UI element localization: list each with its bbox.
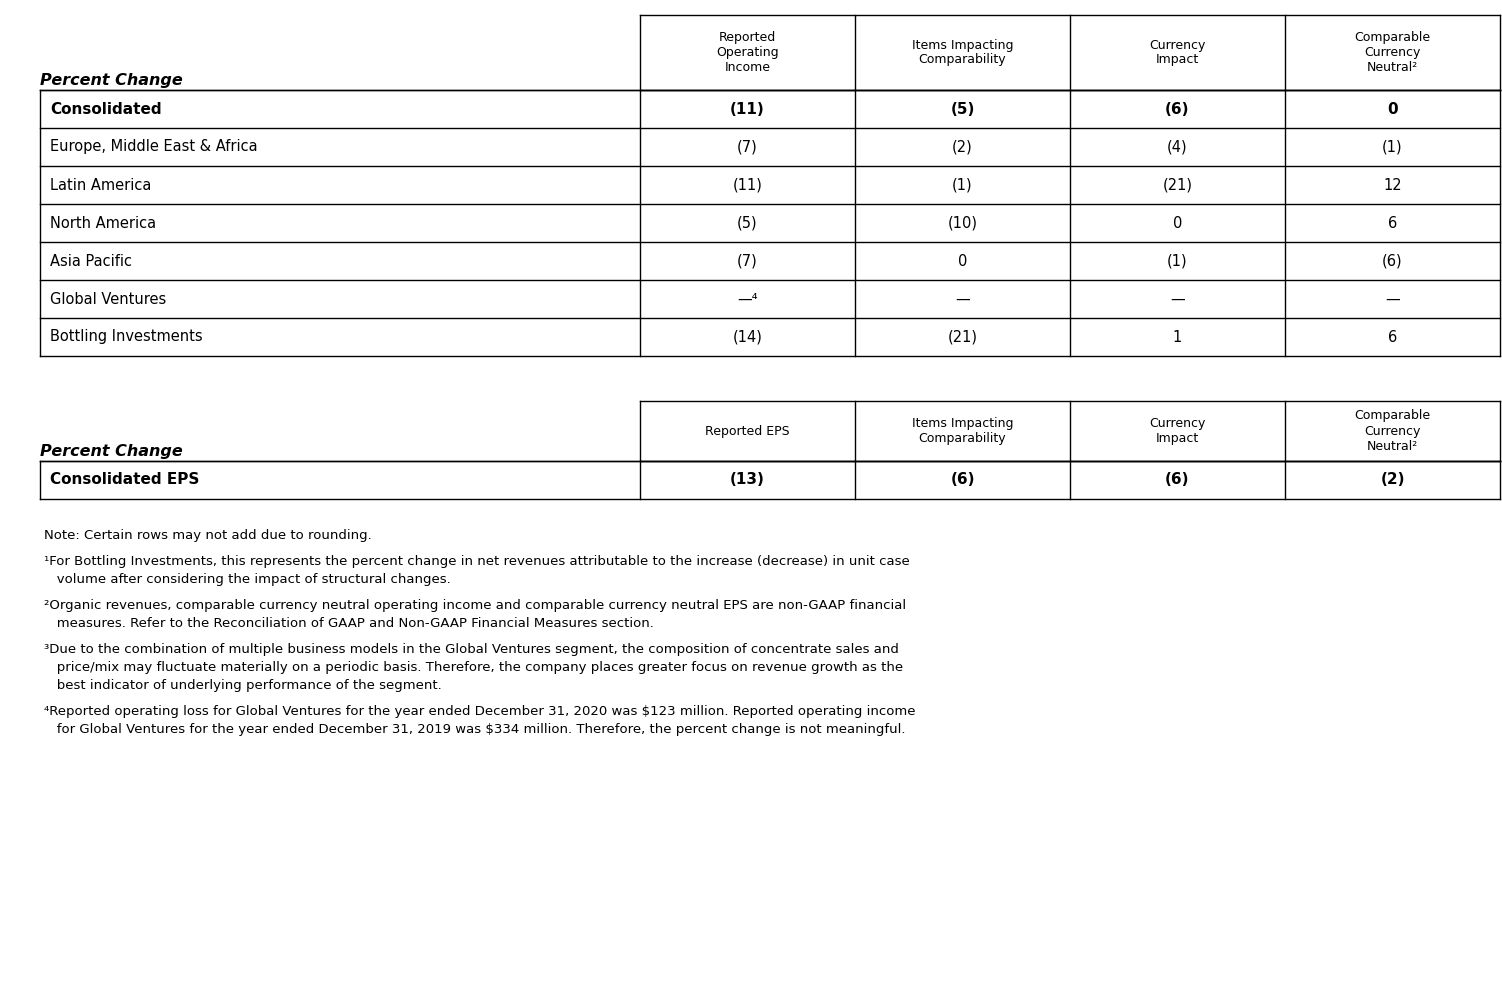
Text: Percent Change: Percent Change [41,444,183,459]
Text: (21): (21) [1163,177,1193,192]
Text: (6): (6) [1382,253,1403,268]
Text: Currency
Impact: Currency Impact [1149,39,1206,66]
Text: (1): (1) [1167,253,1188,268]
Text: Europe, Middle East & Africa: Europe, Middle East & Africa [50,140,258,154]
Text: ¹For Bottling Investments, this represents the percent change in net revenues at: ¹For Bottling Investments, this represen… [44,555,910,568]
Text: 0: 0 [1173,216,1182,231]
Text: North America: North America [50,216,156,231]
Text: Items Impacting
Comparability: Items Impacting Comparability [912,39,1014,66]
Text: ⁴Reported operating loss for Global Ventures for the year ended December 31, 202: ⁴Reported operating loss for Global Vent… [44,705,916,718]
Text: (11): (11) [730,102,765,117]
Text: Note: Certain rows may not add due to rounding.: Note: Certain rows may not add due to ro… [44,529,372,542]
Text: (5): (5) [951,102,975,117]
Text: for Global Ventures for the year ended December 31, 2019 was $334 million. There: for Global Ventures for the year ended D… [44,723,906,736]
Text: 0: 0 [958,253,967,268]
Text: 1: 1 [1173,330,1182,345]
Text: —: — [955,291,970,307]
Text: ²Organic revenues, comparable currency neutral operating income and comparable c: ²Organic revenues, comparable currency n… [44,599,906,612]
Text: (2): (2) [1380,472,1404,487]
Text: Consolidated EPS: Consolidated EPS [50,472,200,487]
Text: 12: 12 [1383,177,1401,192]
Text: Global Ventures: Global Ventures [50,291,167,307]
Text: (6): (6) [1166,102,1190,117]
Text: 6: 6 [1388,330,1397,345]
Text: Bottling Investments: Bottling Investments [50,330,203,345]
Text: Latin America: Latin America [50,177,152,192]
Text: ³Due to the combination of multiple business models in the Global Ventures segme: ³Due to the combination of multiple busi… [44,643,898,656]
Text: best indicator of underlying performance of the segment.: best indicator of underlying performance… [44,679,442,692]
Text: (7): (7) [737,140,759,154]
Text: (21): (21) [948,330,978,345]
Text: (1): (1) [952,177,973,192]
Text: —: — [1385,291,1400,307]
Text: 0: 0 [1388,102,1398,117]
Text: Reported
Operating
Income: Reported Operating Income [716,31,780,74]
Text: volume after considering the impact of structural changes.: volume after considering the impact of s… [44,573,451,586]
Text: (2): (2) [952,140,973,154]
Text: (7): (7) [737,253,759,268]
Text: price/mix may fluctuate materially on a periodic basis. Therefore, the company p: price/mix may fluctuate materially on a … [44,661,903,674]
Text: Currency
Impact: Currency Impact [1149,417,1206,445]
Text: (10): (10) [948,216,978,231]
Text: Comparable
Currency
Neutral²: Comparable Currency Neutral² [1355,31,1430,74]
Text: —⁴: —⁴ [737,291,757,307]
Text: 6: 6 [1388,216,1397,231]
Text: Percent Change: Percent Change [41,73,183,88]
Text: Consolidated: Consolidated [50,102,162,117]
Text: Asia Pacific: Asia Pacific [50,253,132,268]
Text: Reported EPS: Reported EPS [704,425,790,438]
Text: (6): (6) [951,472,975,487]
Text: (1): (1) [1382,140,1403,154]
Text: Items Impacting
Comparability: Items Impacting Comparability [912,417,1014,445]
Text: (4): (4) [1167,140,1188,154]
Text: (11): (11) [733,177,763,192]
Text: Comparable
Currency
Neutral²: Comparable Currency Neutral² [1355,410,1430,452]
Text: (6): (6) [1166,472,1190,487]
Text: measures. Refer to the Reconciliation of GAAP and Non-GAAP Financial Measures se: measures. Refer to the Reconciliation of… [44,617,653,630]
Text: (13): (13) [730,472,765,487]
Text: (14): (14) [733,330,763,345]
Text: —: — [1170,291,1185,307]
Text: (5): (5) [737,216,759,231]
